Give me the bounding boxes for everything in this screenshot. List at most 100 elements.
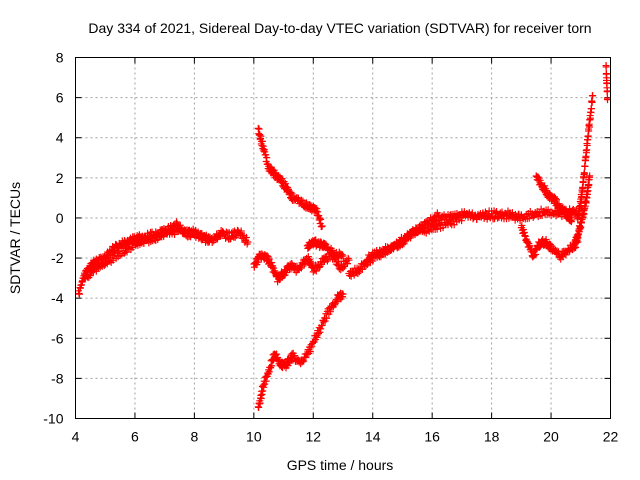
data-point [569, 205, 577, 213]
data-point [300, 203, 308, 211]
x-tick-label: 14 [365, 429, 381, 445]
data-point [302, 354, 310, 362]
data-point [344, 254, 352, 262]
data-point [565, 210, 573, 218]
y-axis-label: SDTVAR / TECUs [7, 182, 23, 294]
data-point [319, 258, 327, 266]
data-point [588, 98, 596, 106]
data-point [339, 252, 347, 260]
data-point [313, 333, 321, 341]
data-point [498, 208, 506, 216]
data-point [332, 299, 340, 307]
data-point [335, 265, 343, 273]
data-point [517, 212, 525, 220]
data-point [287, 188, 295, 196]
data-point [317, 215, 325, 223]
data-point [317, 325, 325, 333]
data-point [562, 251, 570, 259]
data-point [316, 328, 324, 336]
series-track-descent [254, 124, 326, 231]
series-track-middle [303, 236, 347, 262]
data-point [229, 228, 237, 236]
data-point [160, 224, 168, 232]
data-point [579, 184, 587, 192]
data-point [458, 217, 466, 225]
x-axis-label: GPS time / hours [287, 457, 394, 473]
x-tick-label: 4 [72, 429, 80, 445]
data-point [343, 260, 351, 268]
y-tick-label: 8 [56, 50, 64, 66]
data-point [433, 225, 441, 233]
data-point [587, 105, 595, 113]
data-point [352, 269, 360, 277]
data-point [362, 262, 370, 270]
data-point [393, 243, 401, 251]
data-point [205, 238, 213, 246]
series-track-end [574, 92, 597, 223]
x-tick-label: 6 [131, 429, 139, 445]
data-point [75, 290, 83, 298]
data-point [258, 390, 266, 398]
data-point [363, 256, 371, 264]
data-point [589, 92, 597, 100]
points-layer [74, 62, 612, 411]
data-point [297, 264, 305, 272]
data-point [320, 318, 328, 326]
data-point [486, 214, 494, 222]
x-tick-label: 18 [484, 429, 500, 445]
series-track-late-dip [517, 221, 582, 263]
y-tick-label: -10 [43, 411, 63, 427]
data-point [529, 213, 537, 221]
data-point [580, 170, 588, 178]
data-point [312, 267, 320, 275]
data-point [255, 125, 263, 133]
data-point [318, 321, 326, 329]
data-point [552, 246, 560, 254]
data-point [494, 214, 502, 222]
data-point [263, 154, 271, 162]
series-track-main-2 [80, 225, 213, 283]
series-track-rise-2 [363, 207, 525, 264]
data-point [258, 137, 266, 145]
data-point [423, 223, 431, 231]
data-point [532, 250, 540, 258]
y-tick-label: 4 [56, 130, 64, 146]
data-point [586, 172, 594, 180]
data-point [231, 233, 239, 241]
x-tick-label: 20 [543, 429, 559, 445]
data-point [314, 330, 322, 338]
data-point [300, 357, 308, 365]
data-point [120, 250, 128, 258]
data-point [488, 210, 496, 218]
data-point [237, 227, 245, 235]
data-point [339, 264, 347, 272]
data-point [197, 230, 205, 238]
data-point [401, 234, 409, 242]
data-point [297, 196, 305, 204]
data-point [185, 226, 193, 234]
data-point [338, 251, 346, 259]
x-tick-label: 22 [603, 429, 619, 445]
series-track-late-arc [532, 172, 576, 226]
data-point [553, 247, 561, 255]
data-point [585, 123, 593, 131]
y-tick-label: 2 [56, 170, 64, 186]
y-tick-label: -4 [51, 290, 64, 306]
data-point [203, 233, 211, 241]
data-point [303, 199, 311, 207]
x-tick-label: 10 [246, 429, 262, 445]
y-tick-label: -2 [51, 250, 64, 266]
data-point [333, 297, 341, 305]
data-point [257, 132, 265, 140]
data-point [222, 228, 230, 236]
y-tick-label: 0 [56, 210, 64, 226]
data-point [309, 268, 317, 276]
plot-frame [75, 57, 611, 419]
data-point [308, 343, 316, 351]
data-point [313, 205, 321, 213]
data-point [514, 210, 522, 218]
data-point [306, 348, 314, 356]
data-point [502, 211, 510, 219]
data-point [434, 221, 442, 229]
